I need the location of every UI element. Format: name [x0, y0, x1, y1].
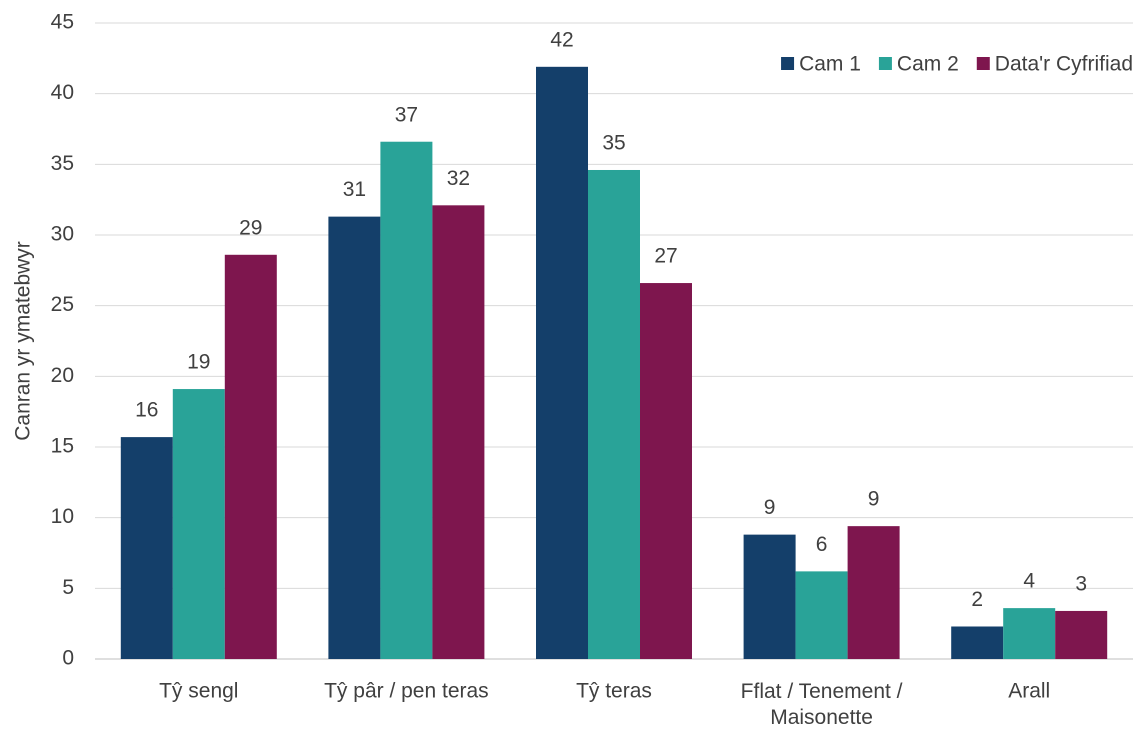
bar [328, 216, 381, 660]
data-label: 2 [971, 588, 983, 611]
x-tick-label: Tŷ pâr / pen teras [324, 680, 489, 703]
data-label: 31 [343, 178, 366, 201]
bar [432, 205, 485, 659]
bar [951, 626, 1004, 659]
bar [224, 254, 277, 659]
x-tick-label-line: Maisonette [770, 706, 873, 729]
y-tick-label: 30 [51, 223, 74, 246]
bar [743, 534, 796, 659]
y-tick-label: 25 [51, 293, 74, 316]
data-label: 4 [1023, 570, 1035, 593]
data-label: 37 [395, 103, 418, 126]
bar [380, 141, 433, 660]
data-label: 27 [654, 245, 677, 268]
bar [120, 437, 173, 659]
x-tick-label: Fflat / Tenement / Maisonette [741, 680, 903, 729]
legend-swatch [781, 57, 795, 70]
x-tick-label-line: Fflat / Tenement / [741, 680, 903, 703]
x-tick-label: Tŷ teras [576, 680, 652, 703]
legend: Cam 1 Cam 2 Data'r Cyfrifiad [781, 53, 1133, 76]
y-tick-label: 10 [51, 505, 74, 528]
y-tick-label: 45 [51, 11, 74, 34]
bar [172, 389, 225, 659]
bar [795, 571, 848, 659]
x-tick-label: Tŷ sengl [159, 680, 238, 703]
data-label: 35 [602, 132, 625, 155]
y-tick-label: 40 [51, 81, 74, 104]
y-tick-label: 5 [62, 576, 74, 599]
legend-swatch [878, 57, 892, 70]
y-tick-label: 15 [51, 435, 74, 458]
data-label: 19 [187, 351, 210, 374]
data-label: 9 [764, 496, 776, 519]
legend-label: Data'r Cyfrifiad [995, 53, 1133, 76]
y-axis-label: Canran yr ymatebwyr [12, 241, 35, 441]
bar [1055, 610, 1108, 659]
data-label: 32 [447, 167, 470, 190]
data-label: 3 [1075, 572, 1087, 595]
bar [640, 283, 692, 659]
x-tick-label: Arall [1008, 680, 1050, 703]
data-label: 16 [135, 399, 158, 422]
bar [1003, 608, 1056, 659]
y-tick-label: 35 [51, 152, 74, 175]
data-label: 9 [868, 488, 880, 511]
bar [536, 66, 588, 659]
data-label: 42 [550, 28, 573, 51]
legend-label: Cam 2 [897, 53, 959, 76]
y-tick-label: 20 [51, 364, 74, 387]
data-label: 6 [816, 533, 828, 556]
legend-swatch [976, 57, 990, 70]
y-tick-label: 0 [62, 647, 74, 670]
bar [847, 526, 900, 659]
data-label: 29 [239, 216, 262, 239]
legend-label: Cam 1 [799, 53, 861, 76]
bar [588, 169, 640, 659]
